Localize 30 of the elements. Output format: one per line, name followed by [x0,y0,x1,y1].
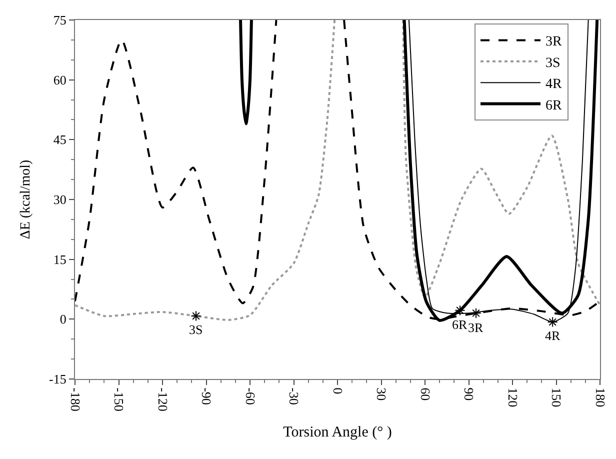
x-tick-label: 30 [374,388,390,401]
annotation: 4R [545,328,560,343]
x-tick-label: 0 [330,388,346,394]
y-tick-label: 45 [53,132,66,148]
y-tick-label: 75 [53,12,66,28]
legend-label: 3S [546,56,560,71]
x-tick-label: 150 [549,388,564,408]
y-tick-label: -15 [49,372,66,387]
x-tick-label: -150 [112,388,127,412]
x-tick-label: -30 [286,388,302,405]
legend-label: 6R [546,98,562,114]
annotation: 3R [468,320,484,335]
x-tick-label: -120 [155,388,170,412]
x-tick-label: -90 [199,388,214,405]
y-tick-label: 60 [53,72,66,88]
x-axis-title: Torsion Angle (° ) [283,424,392,440]
y-tick-label: 15 [53,252,66,267]
x-tick-label: -180 [68,388,83,412]
y-tick-label: 0 [60,312,66,327]
annotation: 6R [452,317,468,332]
legend-label: 3R [546,34,562,50]
x-tick-label: 90 [462,388,477,401]
y-tick-label: 30 [53,192,66,208]
x-tick-label: 60 [418,388,433,401]
x-tick-label: 120 [505,388,520,408]
legend-label: 4R [546,77,562,92]
y-axis-title: ΔE (kcal/mol) [18,159,34,240]
x-tick-label: -60 [242,388,258,405]
annotation: 3S [189,322,203,337]
x-tick-label: 180 [592,388,608,408]
